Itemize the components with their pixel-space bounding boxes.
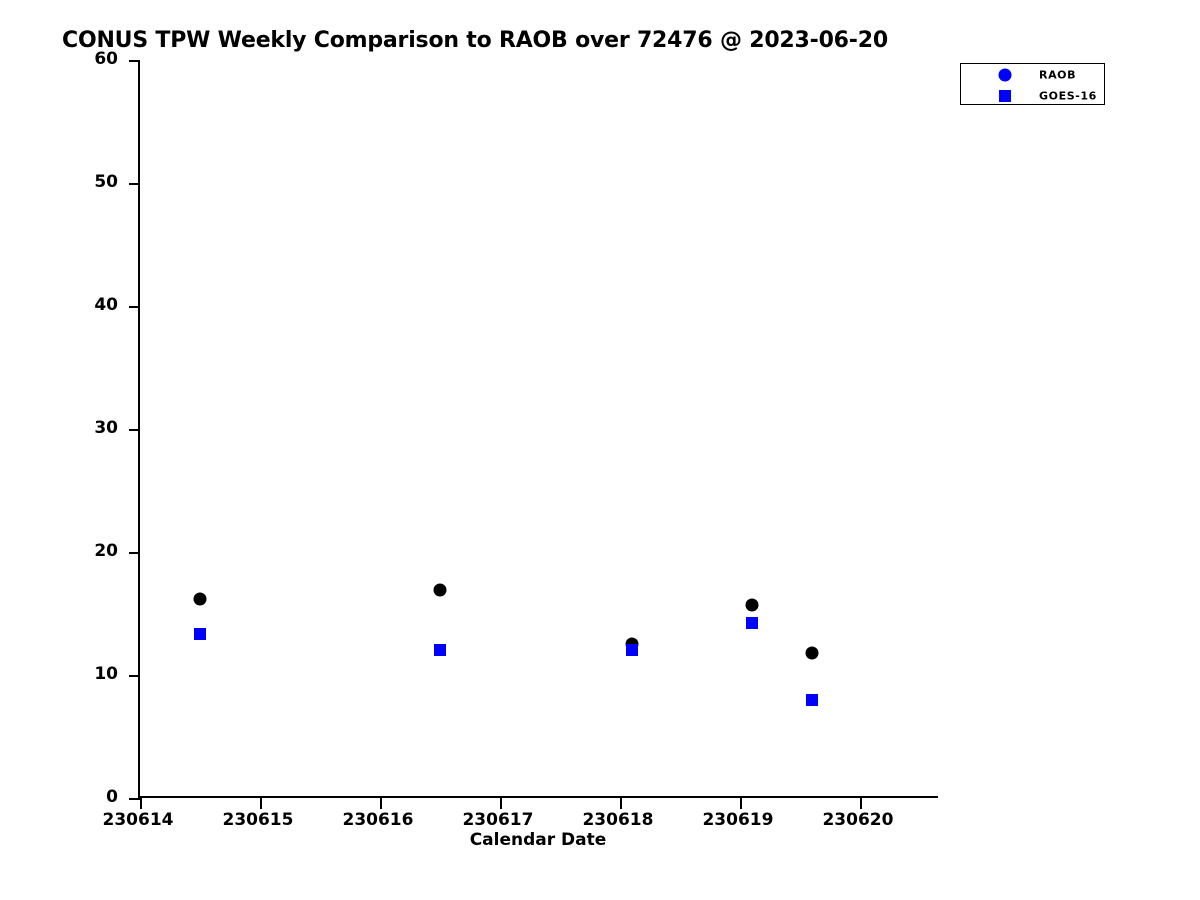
legend-marker-square-icon	[999, 89, 1011, 102]
x-axis-tick	[140, 798, 142, 809]
y-axis-tick	[129, 798, 140, 800]
legend-marker-circle-icon	[998, 68, 1012, 81]
x-axis-tick-label: 230616	[342, 810, 414, 830]
x-axis-tick-label: 230620	[822, 810, 894, 830]
x-axis-tick	[739, 798, 742, 809]
data-point-raob	[745, 598, 759, 612]
data-point-goes-16	[193, 628, 206, 641]
y-axis-tick-label: 60	[94, 49, 118, 69]
x-axis-tick	[499, 798, 502, 809]
x-axis-tick	[259, 798, 262, 809]
y-axis-tick	[129, 183, 140, 185]
legend-label: GOES-16	[1039, 89, 1097, 102]
x-axis-tick	[379, 798, 382, 809]
x-axis-tick	[619, 798, 622, 809]
y-axis-tick	[129, 306, 140, 308]
data-point-raob	[193, 592, 207, 606]
x-axis-tick-label: 230619	[702, 810, 774, 830]
legend-label: RAOB	[1039, 68, 1077, 81]
y-axis-tick	[129, 60, 140, 62]
x-axis-tick-label: 230614	[102, 810, 174, 830]
x-axis-tick-label: 230615	[222, 810, 294, 830]
chart-title: CONUS TPW Weekly Comparison to RAOB over…	[62, 28, 888, 53]
x-axis-tick-label: 230617	[462, 810, 534, 830]
data-point-raob	[805, 646, 819, 660]
chart-legend: RAOB GOES-16	[960, 63, 1105, 105]
y-axis-tick-label: 40	[94, 295, 118, 315]
y-axis-tick	[129, 675, 140, 677]
plot-area	[129, 60, 938, 809]
legend-entry: GOES-16	[961, 85, 1106, 106]
y-axis-tick	[129, 552, 140, 554]
data-point-goes-16	[805, 693, 818, 706]
y-axis-tick-label: 10	[94, 664, 118, 684]
x-axis-label: Calendar Date	[469, 830, 607, 850]
y-axis-tick	[129, 429, 140, 431]
y-axis-tick-label: 50	[94, 172, 118, 192]
legend-entry: RAOB	[961, 64, 1106, 85]
y-axis-tick-label: 0	[106, 787, 118, 807]
data-point-raob	[433, 583, 447, 597]
data-point-goes-16	[625, 644, 638, 657]
data-point-goes-16	[745, 617, 758, 630]
x-axis-tick	[859, 798, 862, 809]
y-axis-tick-label: 30	[94, 418, 118, 438]
data-point-goes-16	[433, 644, 446, 657]
y-axis-tick-label: 20	[94, 541, 118, 561]
x-axis-tick-label: 230618	[582, 810, 654, 830]
